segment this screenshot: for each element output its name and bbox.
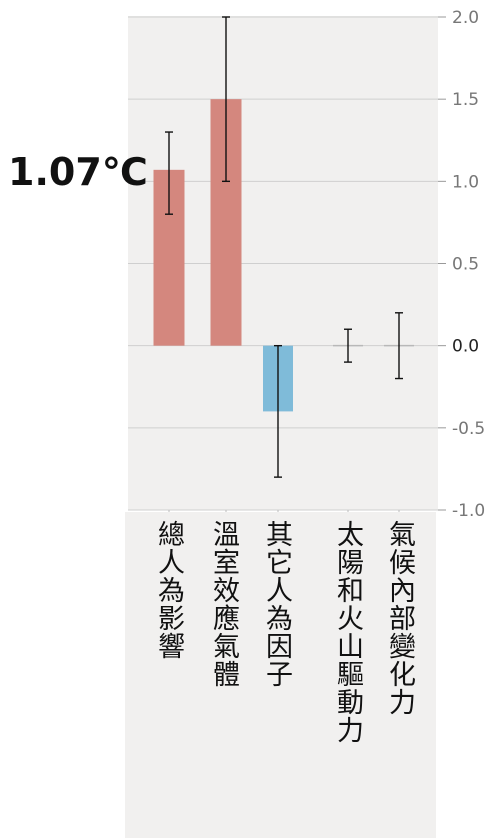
y-tick-label: 1.0 (452, 172, 479, 192)
y-tick-label: 1.5 (452, 90, 479, 110)
y-tick-label: 0.5 (452, 255, 479, 275)
category-label-solar-volcanic: 太陽和火山驅動力 (332, 520, 363, 744)
category-label-other-human: 其它人為因子 (261, 520, 292, 688)
y-tick-label: 2.0 (452, 8, 479, 28)
category-label-greenhouse-gases: 溫室效應氣體 (208, 520, 239, 688)
y-tick-label: -1.0 (452, 501, 485, 521)
y-tick-label: 0.0 (452, 337, 479, 357)
category-label-total-human: 總人為影響 (153, 520, 184, 660)
y-tick-label: -0.5 (452, 419, 485, 439)
category-label-internal-variability: 氣候內部變化力 (384, 520, 415, 716)
total-warming-annotation: 1.07℃ (8, 150, 148, 194)
category-label-panel (125, 512, 436, 838)
